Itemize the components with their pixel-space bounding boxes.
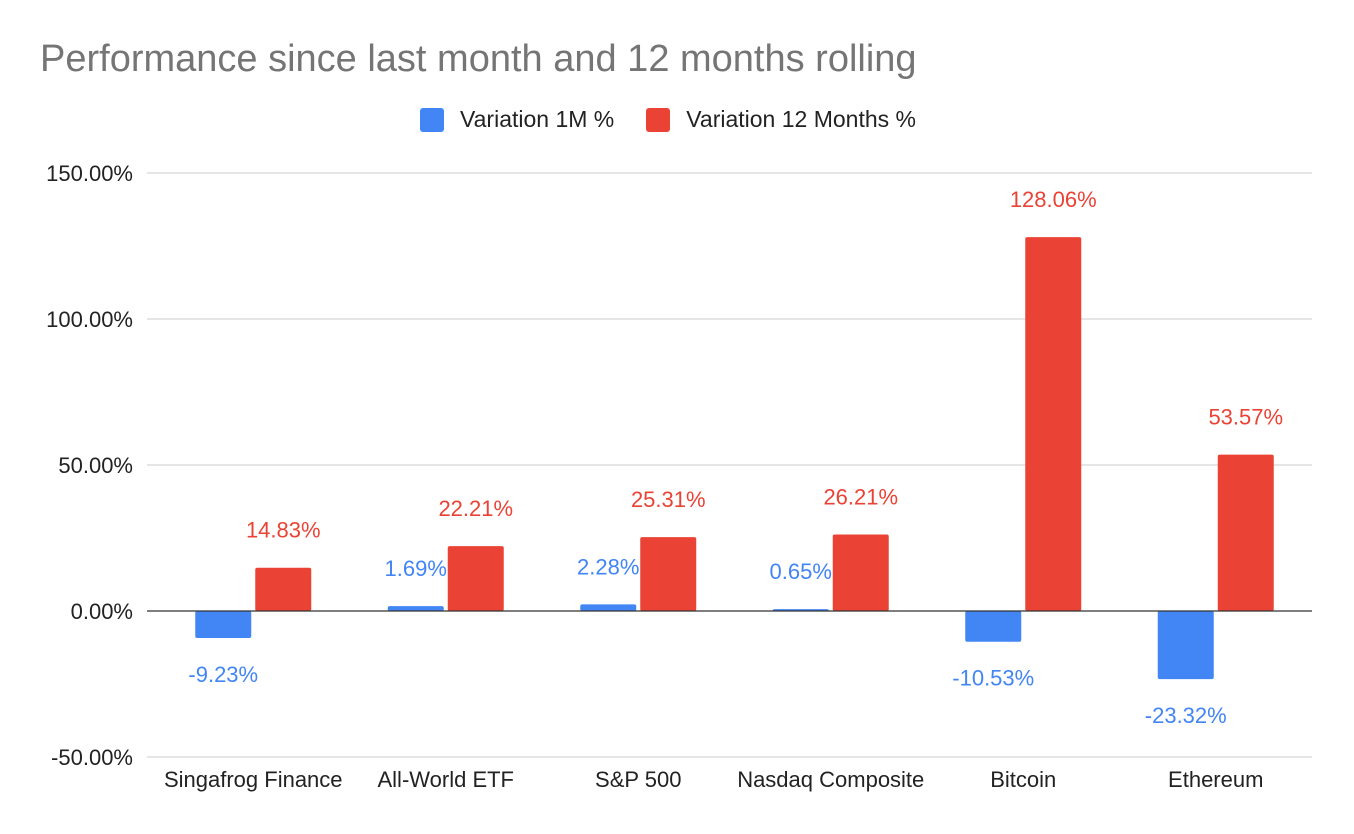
gridlines [147, 172, 1312, 758]
data-label: -9.23% [188, 662, 258, 687]
bars [195, 237, 1274, 680]
data-label: 53.57% [1208, 405, 1283, 430]
bar[interactable] [1217, 454, 1274, 611]
bar[interactable] [1157, 611, 1214, 680]
data-label: 26.21% [823, 484, 898, 509]
x-category-label: Bitcoin [990, 767, 1056, 792]
bar[interactable] [580, 604, 637, 611]
data-label: 25.31% [631, 487, 706, 512]
bar[interactable] [195, 611, 252, 638]
x-category-label: Ethereum [1168, 767, 1263, 792]
legend-swatch-1m [420, 107, 444, 132]
legend-label-1m: Variation 1M % [460, 106, 615, 132]
x-category-label: Singafrog Finance [164, 767, 343, 792]
y-tick-label: 150.00% [46, 161, 133, 186]
legend-label-12m: Variation 12 Months % [686, 106, 916, 132]
x-category-label: Nasdaq Composite [737, 767, 924, 792]
y-tick-label: 0.00% [71, 599, 133, 624]
data-label: 1.69% [385, 556, 447, 581]
data-labels: -9.23% 14.83% 1.69% 22.21% 2.28% 25.31% 0.65% 2… [188, 187, 1283, 728]
legend-item-12m[interactable]: Variation 12 Months % [646, 106, 916, 133]
bar[interactable] [255, 567, 312, 611]
bar[interactable] [832, 534, 889, 611]
data-label: -23.32% [1145, 703, 1227, 728]
y-tick-label: 100.00% [46, 307, 133, 332]
y-tick-label: -50.00% [51, 745, 133, 770]
data-label: 14.83% [246, 518, 321, 543]
data-label: -10.53% [952, 666, 1034, 691]
data-label: 22.21% [438, 496, 513, 521]
bar[interactable] [447, 546, 504, 611]
bar[interactable] [640, 537, 697, 611]
bar[interactable] [387, 606, 444, 611]
x-axis-categories: Singafrog Finance All-World ETF S&P 500 Nas… [164, 767, 1263, 792]
x-category-label: S&P 500 [595, 767, 681, 792]
x-category-label: All-World ETF [378, 767, 515, 792]
chart-title: Performance since last month and 12 mont… [40, 38, 917, 80]
data-label: 128.06% [1010, 187, 1097, 212]
bar[interactable] [1025, 237, 1082, 611]
legend-swatch-12m [646, 107, 671, 132]
bar[interactable] [965, 611, 1022, 642]
legend: Variation 1M % Variation 12 Months % [420, 106, 948, 133]
y-tick-label: 50.00% [58, 453, 133, 478]
legend-item-1m[interactable]: Variation 1M % [420, 106, 614, 133]
y-axis-ticks: 150.00% 100.00% 50.00% 0.00% -50.00% [46, 161, 133, 770]
data-label: 2.28% [577, 554, 639, 579]
data-label: 0.65% [770, 559, 832, 584]
